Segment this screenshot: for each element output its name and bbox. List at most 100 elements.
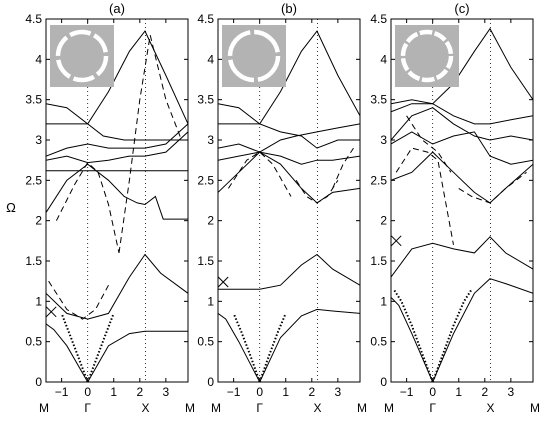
x-tick-label: 2	[481, 385, 488, 399]
y-tick-label: 3	[35, 133, 42, 147]
band-curve-solid	[218, 151, 360, 165]
panel-title: (b)	[281, 1, 297, 16]
band-curve-solid	[46, 253, 188, 320]
inset-ring-diagram	[395, 25, 459, 87]
inset-ring-diagram	[222, 25, 286, 87]
x-tick-label: 0	[429, 385, 436, 399]
symmetry-point-label: X	[487, 401, 495, 415]
y-tick-label: 0	[207, 375, 214, 389]
symmetry-point-label: Γ	[84, 401, 91, 415]
band-curve-solid	[46, 131, 188, 164]
x-tick-label: 1	[110, 385, 117, 399]
band-curve-solid	[391, 107, 533, 141]
x-tick-label: −1	[55, 385, 69, 399]
band-curve-solid	[391, 27, 533, 105]
band-curve-dashed	[332, 147, 354, 189]
x-tick-label: 3	[335, 385, 342, 399]
y-tick-label: 2	[207, 214, 214, 228]
band-curve-solid	[46, 30, 188, 125]
symmetry-point-label: M	[530, 401, 540, 415]
band-curve-solid	[218, 312, 261, 382]
band-curve-dashed	[395, 147, 454, 245]
y-tick-label: 0.5	[370, 335, 387, 349]
curves	[218, 30, 360, 382]
symmetry-point-label: M	[185, 401, 195, 415]
band-curve-solid	[218, 253, 360, 290]
y-tick-label: 4	[35, 52, 42, 66]
band-curve-dashed	[55, 161, 120, 254]
cross-marker	[217, 276, 229, 288]
y-tick-label: 0.5	[25, 335, 42, 349]
symmetry-point-label: Γ	[429, 401, 436, 415]
inset-background	[222, 25, 286, 87]
x-tick-label: 0	[256, 385, 263, 399]
band-curve-dashed	[48, 280, 109, 320]
band-curve-solid	[46, 123, 188, 157]
band-curve-solid	[391, 151, 533, 204]
y-tick-label: 1.5	[370, 254, 387, 268]
band-curve-dashed	[118, 34, 182, 253]
y-tick-label: 1.5	[197, 254, 214, 268]
inset-ring	[55, 29, 109, 83]
axes-frame	[390, 18, 534, 383]
band-curve-solid	[391, 236, 533, 278]
band-curve-solid	[87, 330, 188, 382]
inset-background	[50, 25, 114, 87]
inset-background	[395, 25, 459, 87]
inset-ring	[400, 29, 454, 83]
symmetry-point-label: X	[314, 401, 322, 415]
curves	[391, 27, 533, 382]
band-curve-dotted	[431, 288, 473, 382]
x-tick-label: 0	[84, 385, 91, 399]
panel-title: (c)	[454, 1, 469, 16]
y-tick-label: 3.5	[25, 93, 42, 107]
x-tick-label: −1	[227, 385, 241, 399]
inset-ring-diagram	[50, 25, 114, 87]
panel-1: (a) 0 0.5 1 1.5 2 2.5 3 3.5 4 4.5 −1 0 1 2 3 M Γ X M	[25, 1, 195, 415]
panel-3: (c) 0 0.5 1 1.5 2 2.5 3 3.5 4 4.5 −1 0 1 2 3 M Γ X M	[370, 1, 540, 415]
x-tick-label: 3	[508, 385, 515, 399]
y-tick-label: 3	[380, 133, 387, 147]
band-curve-dashed	[295, 180, 339, 204]
symmetry-point-label: M	[384, 401, 394, 415]
y-tick-label: 0	[380, 375, 387, 389]
band-curve-dotted	[60, 313, 89, 382]
y-tick-label: 3	[207, 133, 214, 147]
x-tick-label: 2	[308, 385, 315, 399]
band-curve-solid	[391, 296, 434, 382]
y-tick-label: 1	[380, 294, 387, 308]
y-tick-label: 1.5	[25, 254, 42, 268]
y-tick-label: 4.5	[197, 12, 214, 26]
band-curve-solid	[391, 103, 533, 125]
band-curve-dashed	[227, 151, 292, 197]
x-tick-label: −1	[400, 385, 414, 399]
y-tick-label: 2.5	[197, 173, 214, 187]
y-tick-label: 0.5	[197, 335, 214, 349]
x-tick-label: 1	[282, 385, 289, 399]
symmetry-point-label: X	[142, 401, 150, 415]
y-tick-label: 1	[35, 294, 42, 308]
y-tick-label: 1	[207, 294, 214, 308]
y-tick-label: 4.5	[370, 12, 387, 26]
y-tick-label: 4	[380, 52, 387, 66]
panel-2: (b) 0 0.5 1 1.5 2 2.5 3 3.5 4 4.5 −1 0 1 2 3 M Γ X M	[197, 1, 367, 415]
band-curve-solid	[218, 30, 360, 125]
band-curve-dotted	[392, 288, 434, 382]
band-curve-dotted	[86, 313, 115, 382]
axes-frame	[217, 18, 361, 383]
y-tick-label: 2.5	[370, 173, 387, 187]
cross-marker	[390, 235, 402, 247]
band-curve-solid	[432, 278, 533, 382]
symmetry-point-label: M	[211, 401, 221, 415]
y-tick-label: 2	[380, 214, 387, 228]
band-curve-solid	[46, 163, 188, 220]
panel-title: (a)	[109, 1, 125, 16]
x-tick-label: 2	[136, 385, 143, 399]
y-tick-label: 2.5	[25, 173, 42, 187]
cross-marker	[45, 306, 57, 318]
band-curve-solid	[218, 151, 360, 204]
band-curve-dotted	[232, 313, 261, 382]
band-curve-solid	[46, 323, 89, 382]
band-curve-solid	[391, 131, 533, 165]
